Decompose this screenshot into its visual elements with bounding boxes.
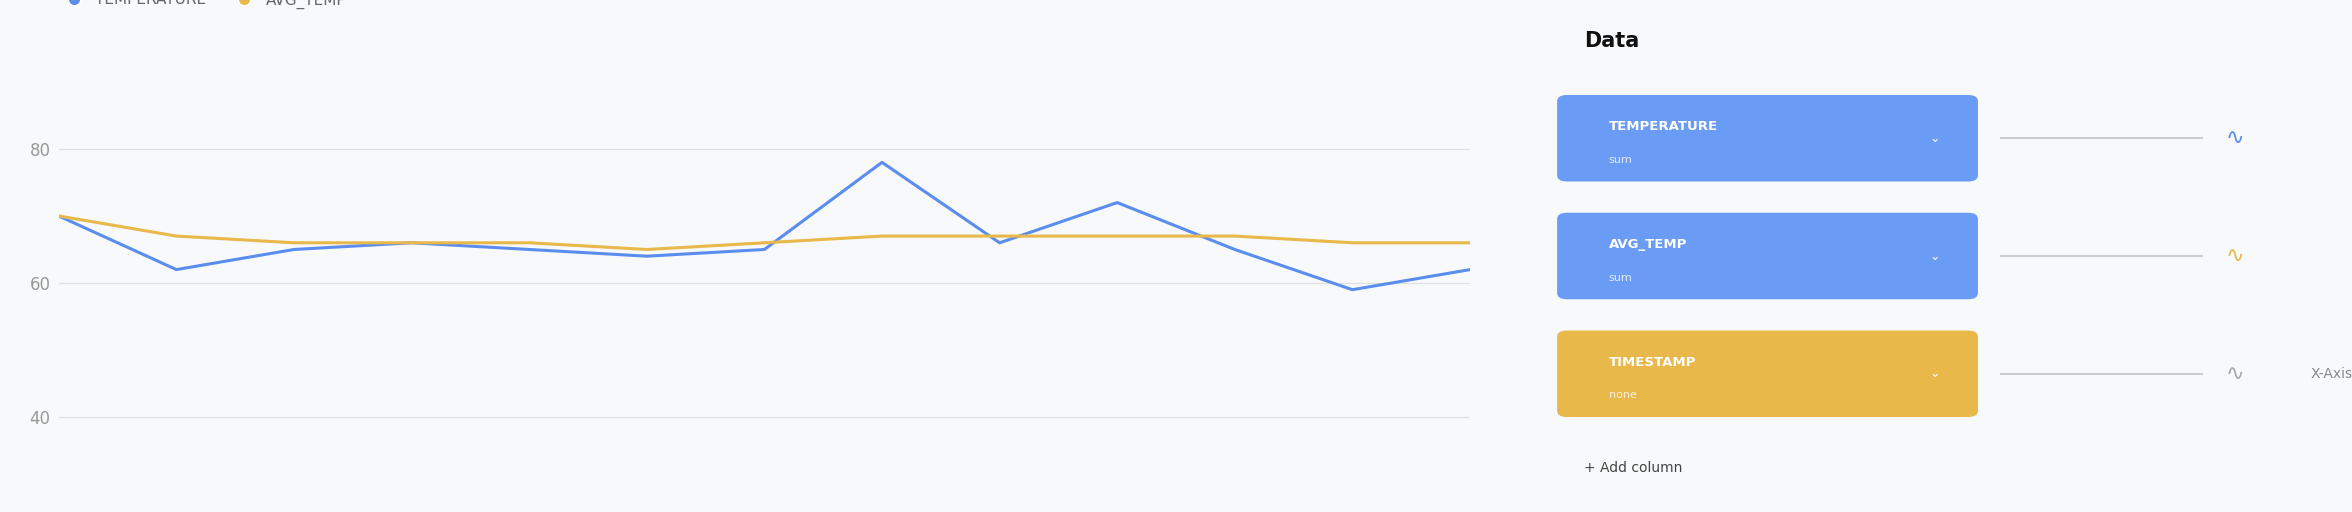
- Text: ∿: ∿: [2225, 128, 2244, 148]
- Text: X-Axis: X-Axis: [2310, 367, 2352, 381]
- Text: ⌄: ⌄: [1929, 132, 1940, 145]
- Text: sum: sum: [1609, 155, 1632, 165]
- Text: AVG_TEMP: AVG_TEMP: [1609, 238, 1686, 251]
- Text: TIMESTAMP: TIMESTAMP: [1609, 356, 1696, 369]
- Text: ∿: ∿: [2225, 246, 2244, 266]
- Text: ∿: ∿: [2225, 364, 2244, 384]
- Text: Data: Data: [1583, 31, 1639, 51]
- Text: sum: sum: [1609, 272, 1632, 283]
- FancyBboxPatch shape: [1557, 331, 1978, 417]
- Text: TEMPERATURE: TEMPERATURE: [1609, 120, 1717, 134]
- Legend: TEMPERATURE, AVG_TEMP: TEMPERATURE, AVG_TEMP: [52, 0, 353, 15]
- FancyBboxPatch shape: [1557, 95, 1978, 182]
- FancyBboxPatch shape: [1557, 213, 1978, 299]
- Text: none: none: [1609, 390, 1637, 400]
- Text: ⌄: ⌄: [1929, 367, 1940, 380]
- Text: ⌄: ⌄: [1929, 249, 1940, 263]
- Text: + Add column: + Add column: [1583, 461, 1682, 475]
